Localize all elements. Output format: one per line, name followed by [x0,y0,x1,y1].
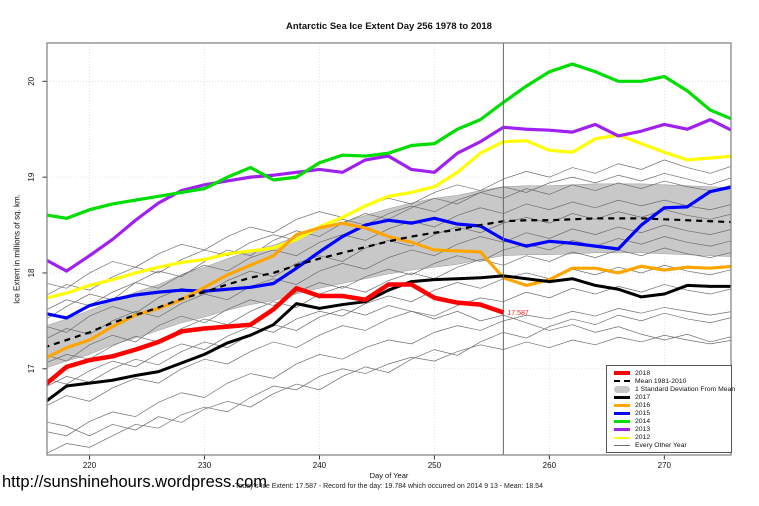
legend-swatch-thin-line [613,445,630,447]
std-deviation-band [47,183,731,368]
legend-swatch-line [613,396,630,399]
legend-item: Every Other Year [613,442,729,450]
series-2018 [47,282,505,387]
footer-stats: Today's Ice Extent: 17.587 - Record for … [235,483,543,490]
legend-label: 2016 [635,401,651,409]
x-tick-label: 270 [658,461,672,470]
legend-label: 2013 [635,426,651,434]
legend-swatch-band [613,385,630,393]
legend-label: 2017 [635,393,651,401]
y-tick-label: 17 [27,364,36,373]
year-series-lines [47,62,731,403]
site-url: http://sunshinehours.wordpress.com [2,473,268,491]
legend-label: 2015 [635,410,651,418]
series-2014 [47,62,731,220]
legend-item: 2016 [613,401,729,409]
y-tick-label: 19 [27,172,36,181]
legend-label: Mean 1981-2010 [635,377,687,385]
series-mean-1981-2010 [47,217,731,348]
legend-item: 1 Standard Deviation From Mean [613,385,735,393]
series-2013 [47,118,731,273]
legend-label: 2014 [635,418,651,426]
x-tick-label: 250 [428,461,442,470]
legend-item: 2017 [613,393,729,401]
legend-swatch-line [613,371,630,375]
y-axis-title: Ice Extent in millions of sq. km. [12,194,22,304]
legend-swatch-line [613,428,630,431]
legend-item: 2015 [613,409,729,417]
y-tick-label: 20 [27,76,36,85]
chart-title: Antarctic Sea Ice Extent Day 256 1978 to… [286,21,492,32]
axes: 220 230 240 250 260 270 17 18 19 20 [27,76,672,470]
legend-swatch-dashed-line [613,380,630,383]
x-axis-title: Day of Year [369,471,409,480]
x-tick-label: 220 [83,461,97,470]
x-tick-label: 230 [198,461,212,470]
legend-swatch-line [613,412,630,415]
x-tick-label: 240 [313,461,327,470]
legend-item: Mean 1981-2010 [613,377,729,385]
legend: 2018 Mean 1981-2010 1 Standard Deviation F… [606,365,735,453]
series-2015 [47,185,731,320]
legend-label: 2012 [635,434,651,442]
legend-swatch-line [613,404,630,407]
legend-label: 2018 [635,369,651,377]
legend-item: 2014 [613,418,729,426]
legend-label: 1 Standard Deviation From Mean [635,385,736,393]
ice-extent-annotation: 17.587 [507,310,529,317]
plot-border [46,42,732,456]
y-tick-label: 18 [27,268,36,277]
legend-swatch-line [613,436,630,440]
legend-item: 2018 [613,369,729,377]
series-2017 [47,274,731,403]
legend-swatch-line [613,420,630,423]
x-tick-label: 260 [543,461,557,470]
legend-item: 2013 [613,426,729,434]
legend-label: Every Other Year [635,442,687,450]
legend-item: 2012 [613,434,729,442]
